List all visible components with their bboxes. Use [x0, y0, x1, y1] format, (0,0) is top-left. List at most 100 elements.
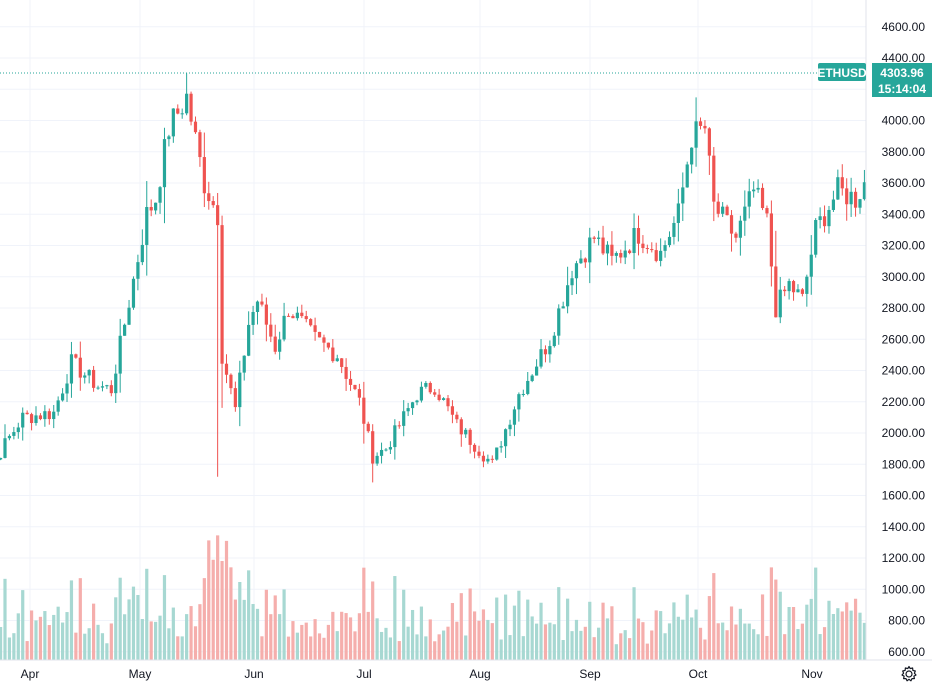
candle-body — [313, 325, 317, 332]
volume-bar — [335, 631, 339, 660]
candle-body — [632, 228, 636, 254]
candle-body — [273, 336, 277, 352]
candle-body — [805, 276, 809, 294]
volume-bar — [681, 619, 685, 660]
y-tick-label: 2800.00 — [882, 301, 926, 315]
candle-body — [526, 380, 530, 394]
volume-bar — [224, 540, 229, 660]
volume-bar — [114, 597, 118, 660]
volume-bar — [3, 578, 7, 660]
candle-body — [348, 378, 353, 385]
y-tick-label: 1200.00 — [882, 551, 926, 565]
symbol-tag: ETHUSD — [817, 63, 867, 81]
candle-body — [357, 389, 361, 398]
volume-bar — [185, 614, 189, 660]
candle-body — [7, 435, 12, 439]
candle-body — [335, 358, 339, 362]
candle-body — [207, 193, 211, 202]
volume-bar — [264, 589, 268, 660]
candle-body — [114, 373, 118, 394]
volume-bar — [393, 576, 397, 660]
settings-button[interactable] — [896, 662, 922, 686]
volume-bar — [543, 624, 548, 660]
candle-body — [659, 250, 663, 261]
volume-bar — [295, 632, 299, 660]
candle-body — [566, 285, 570, 307]
price-axis[interactable]: 4600.004400.004200.004000.003800.003600.… — [882, 20, 926, 659]
candle-body — [47, 411, 51, 420]
candle-body — [840, 177, 844, 189]
candle-body — [698, 121, 703, 126]
volume-bar — [34, 620, 38, 660]
volume-bar — [672, 602, 676, 660]
volume-bar — [220, 561, 224, 660]
candle-body — [123, 324, 127, 336]
candle-body — [366, 423, 370, 432]
volume-bar — [508, 635, 512, 660]
candle-body — [628, 250, 632, 254]
candle-body — [752, 189, 756, 192]
volume-bar — [738, 608, 742, 660]
volume-bar — [636, 618, 641, 660]
last-price-value: 4303.96 — [880, 66, 924, 80]
candle-body — [278, 339, 282, 352]
candle-body — [477, 451, 481, 456]
candle-body — [388, 447, 393, 450]
volume-bar — [100, 633, 105, 660]
volume-bar — [92, 603, 96, 660]
volume-bar — [477, 620, 481, 660]
volume-bar — [659, 611, 663, 660]
volume-bar — [233, 599, 237, 660]
candle-body — [747, 191, 751, 207]
volume-bar — [698, 627, 703, 660]
symbol-label: ETHUSD — [817, 66, 867, 80]
volume-bar — [216, 535, 220, 660]
volume-bar — [747, 623, 751, 660]
candle-body — [499, 446, 503, 448]
candle-body — [242, 355, 246, 373]
candle-body — [437, 394, 441, 401]
volume-bar — [78, 578, 82, 660]
candle-body — [131, 278, 136, 308]
volume-bar — [131, 586, 136, 660]
volume-bar — [136, 594, 140, 660]
candle-body — [304, 316, 308, 320]
volume-bar — [707, 596, 711, 660]
y-tick-label: 1600.00 — [882, 489, 926, 503]
volume-bar — [357, 613, 361, 660]
volume-bar — [384, 627, 388, 660]
volume-bar — [149, 621, 153, 660]
volume-bar — [579, 630, 583, 660]
candle-body — [441, 398, 446, 401]
volume-bar — [694, 609, 698, 660]
candle-body — [809, 254, 813, 277]
volume-bar — [641, 622, 645, 660]
volume-bar — [539, 602, 543, 660]
candle-body — [818, 216, 822, 221]
volume-bar — [428, 619, 432, 660]
volume-bar — [419, 606, 424, 660]
volume-bar — [588, 601, 592, 660]
candle-body — [78, 357, 82, 378]
candle-body — [508, 424, 512, 430]
grid-lines — [0, 0, 866, 660]
x-tick-label: Jul — [356, 667, 371, 681]
volume-bar — [756, 634, 760, 660]
x-tick-label: May — [129, 667, 152, 681]
candle-body — [92, 369, 96, 388]
candle-body — [118, 335, 122, 374]
volume-bar — [743, 623, 747, 660]
volume-bar — [331, 611, 335, 660]
volume-bar — [202, 578, 206, 660]
volume-bar — [366, 611, 370, 660]
candle-body — [650, 249, 654, 251]
candle-body — [490, 458, 494, 460]
time-axis[interactable]: Apr May Jun Jul Aug Sep Oct Nov — [21, 667, 823, 681]
candle-body — [597, 237, 601, 239]
volume-bar — [836, 608, 840, 660]
volume-bar — [388, 637, 393, 660]
candle-body — [503, 429, 508, 447]
gear-icon — [901, 665, 917, 682]
candle-body — [712, 155, 716, 202]
